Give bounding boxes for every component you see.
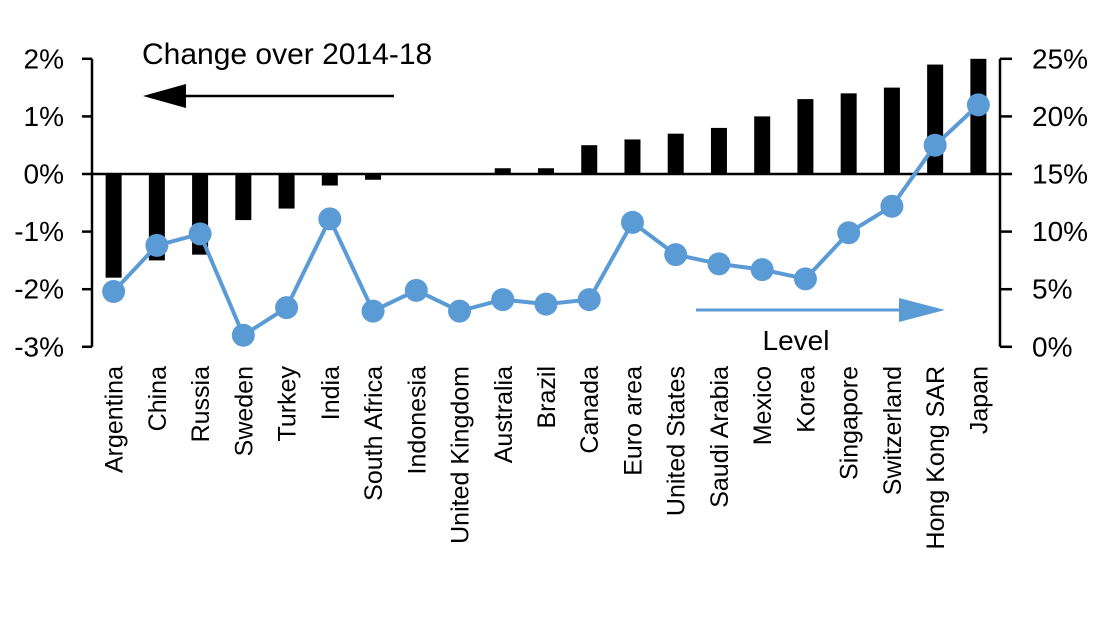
category-label-Saudi Arabia: Saudi Arabia xyxy=(706,366,734,508)
right-axis-tick-label: 5% xyxy=(1032,274,1072,305)
bar-Singapore xyxy=(840,93,857,174)
right-arrow-icon xyxy=(696,298,945,322)
level-marker-Turkey xyxy=(275,296,299,320)
bar-Hong Kong SAR xyxy=(927,64,944,174)
level-marker-United Kingdom xyxy=(448,299,472,323)
bar-United States xyxy=(667,133,684,174)
right-axis-tick-label: 0% xyxy=(1032,331,1072,362)
category-label-Japan: Japan xyxy=(965,366,993,434)
level-marker-Hong Kong SAR xyxy=(923,133,947,157)
bar-Switzerland xyxy=(883,87,900,174)
left-axis-tick-label: -3% xyxy=(14,331,64,362)
category-label-Brazil: Brazil xyxy=(533,366,561,429)
category-label-United Kingdom: United Kingdom xyxy=(447,366,475,544)
line-series xyxy=(102,93,990,347)
bar-series xyxy=(105,58,987,278)
category-label-China: China xyxy=(144,366,172,431)
level-marker-Euro area xyxy=(620,210,644,234)
category-label-Sweden: Sweden xyxy=(230,366,258,456)
category-label-Indonesia: Indonesia xyxy=(403,366,431,475)
level-marker-Singapore xyxy=(837,221,861,245)
bar-series-label: Change over 2014-18 xyxy=(142,38,432,71)
level-marker-Mexico xyxy=(750,258,774,282)
category-label-Korea: Korea xyxy=(792,366,820,433)
bar-Turkey xyxy=(278,174,295,209)
level-marker-Canada xyxy=(577,288,601,312)
line-series-label: Level xyxy=(763,325,830,356)
level-marker-Brazil xyxy=(534,292,558,316)
category-label-Russia: Russia xyxy=(187,366,215,443)
left-axis-tick-label: 0% xyxy=(24,159,64,190)
level-marker-Sweden xyxy=(231,323,255,347)
level-marker-Australia xyxy=(491,288,515,312)
level-marker-India xyxy=(318,207,342,231)
level-marker-Indonesia xyxy=(404,278,428,302)
left-axis-tick-label: 1% xyxy=(24,101,64,132)
left-axis-tick-label: -1% xyxy=(14,216,64,247)
level-marker-Argentina xyxy=(102,280,126,304)
category-label-Singapore: Singapore xyxy=(836,366,864,480)
left-axis-tick-label: -2% xyxy=(14,274,64,305)
bar-Mexico xyxy=(754,116,771,174)
level-marker-Japan xyxy=(966,93,990,117)
category-label-Turkey: Turkey xyxy=(274,366,302,442)
category-label-United States: United States xyxy=(663,366,691,516)
left-arrow-icon xyxy=(143,84,394,108)
level-marker-South Africa xyxy=(361,299,385,323)
bar-Saudi Arabia xyxy=(710,127,727,174)
category-label-Mexico: Mexico xyxy=(749,366,777,445)
bar-Australia xyxy=(494,168,511,174)
bar-Brazil xyxy=(538,168,554,174)
bar-Japan xyxy=(970,58,987,174)
level-marker-Korea xyxy=(793,267,817,291)
category-label-Euro area: Euro area xyxy=(619,366,647,476)
category-label-Hong Kong SAR: Hong Kong SAR xyxy=(922,366,950,549)
bar-Korea xyxy=(797,99,814,174)
category-label-Canada: Canada xyxy=(576,366,604,454)
level-marker-Russia xyxy=(188,222,212,246)
bar-South Africa xyxy=(365,174,382,180)
category-axis-labels: Argentina China Russia Sweden Turkey India Sou… xyxy=(101,366,994,550)
level-marker-China xyxy=(145,233,169,257)
level-marker-United States xyxy=(664,243,688,267)
bar-Argentina xyxy=(105,174,122,278)
right-axis-tick-label: 10% xyxy=(1032,216,1088,247)
bar-Canada xyxy=(581,145,598,174)
category-label-India: India xyxy=(317,366,345,420)
level-marker-Switzerland xyxy=(880,194,904,218)
category-label-South Africa: South Africa xyxy=(360,366,388,501)
level-marker-Saudi Arabia xyxy=(707,252,731,276)
category-label-Switzerland: Switzerland xyxy=(879,366,907,495)
bar-India xyxy=(321,174,338,186)
right-axis-tick-label: 25% xyxy=(1032,43,1088,74)
right-axis-tick-label: 15% xyxy=(1032,159,1088,190)
category-label-Argentina: Argentina xyxy=(101,366,129,473)
right-axis-tick-label: 20% xyxy=(1032,101,1088,132)
category-label-Australia: Australia xyxy=(490,366,518,463)
bar-Sweden xyxy=(235,174,252,221)
bar-Euro area xyxy=(624,139,641,174)
left-axis-tick-label: 2% xyxy=(24,43,64,74)
